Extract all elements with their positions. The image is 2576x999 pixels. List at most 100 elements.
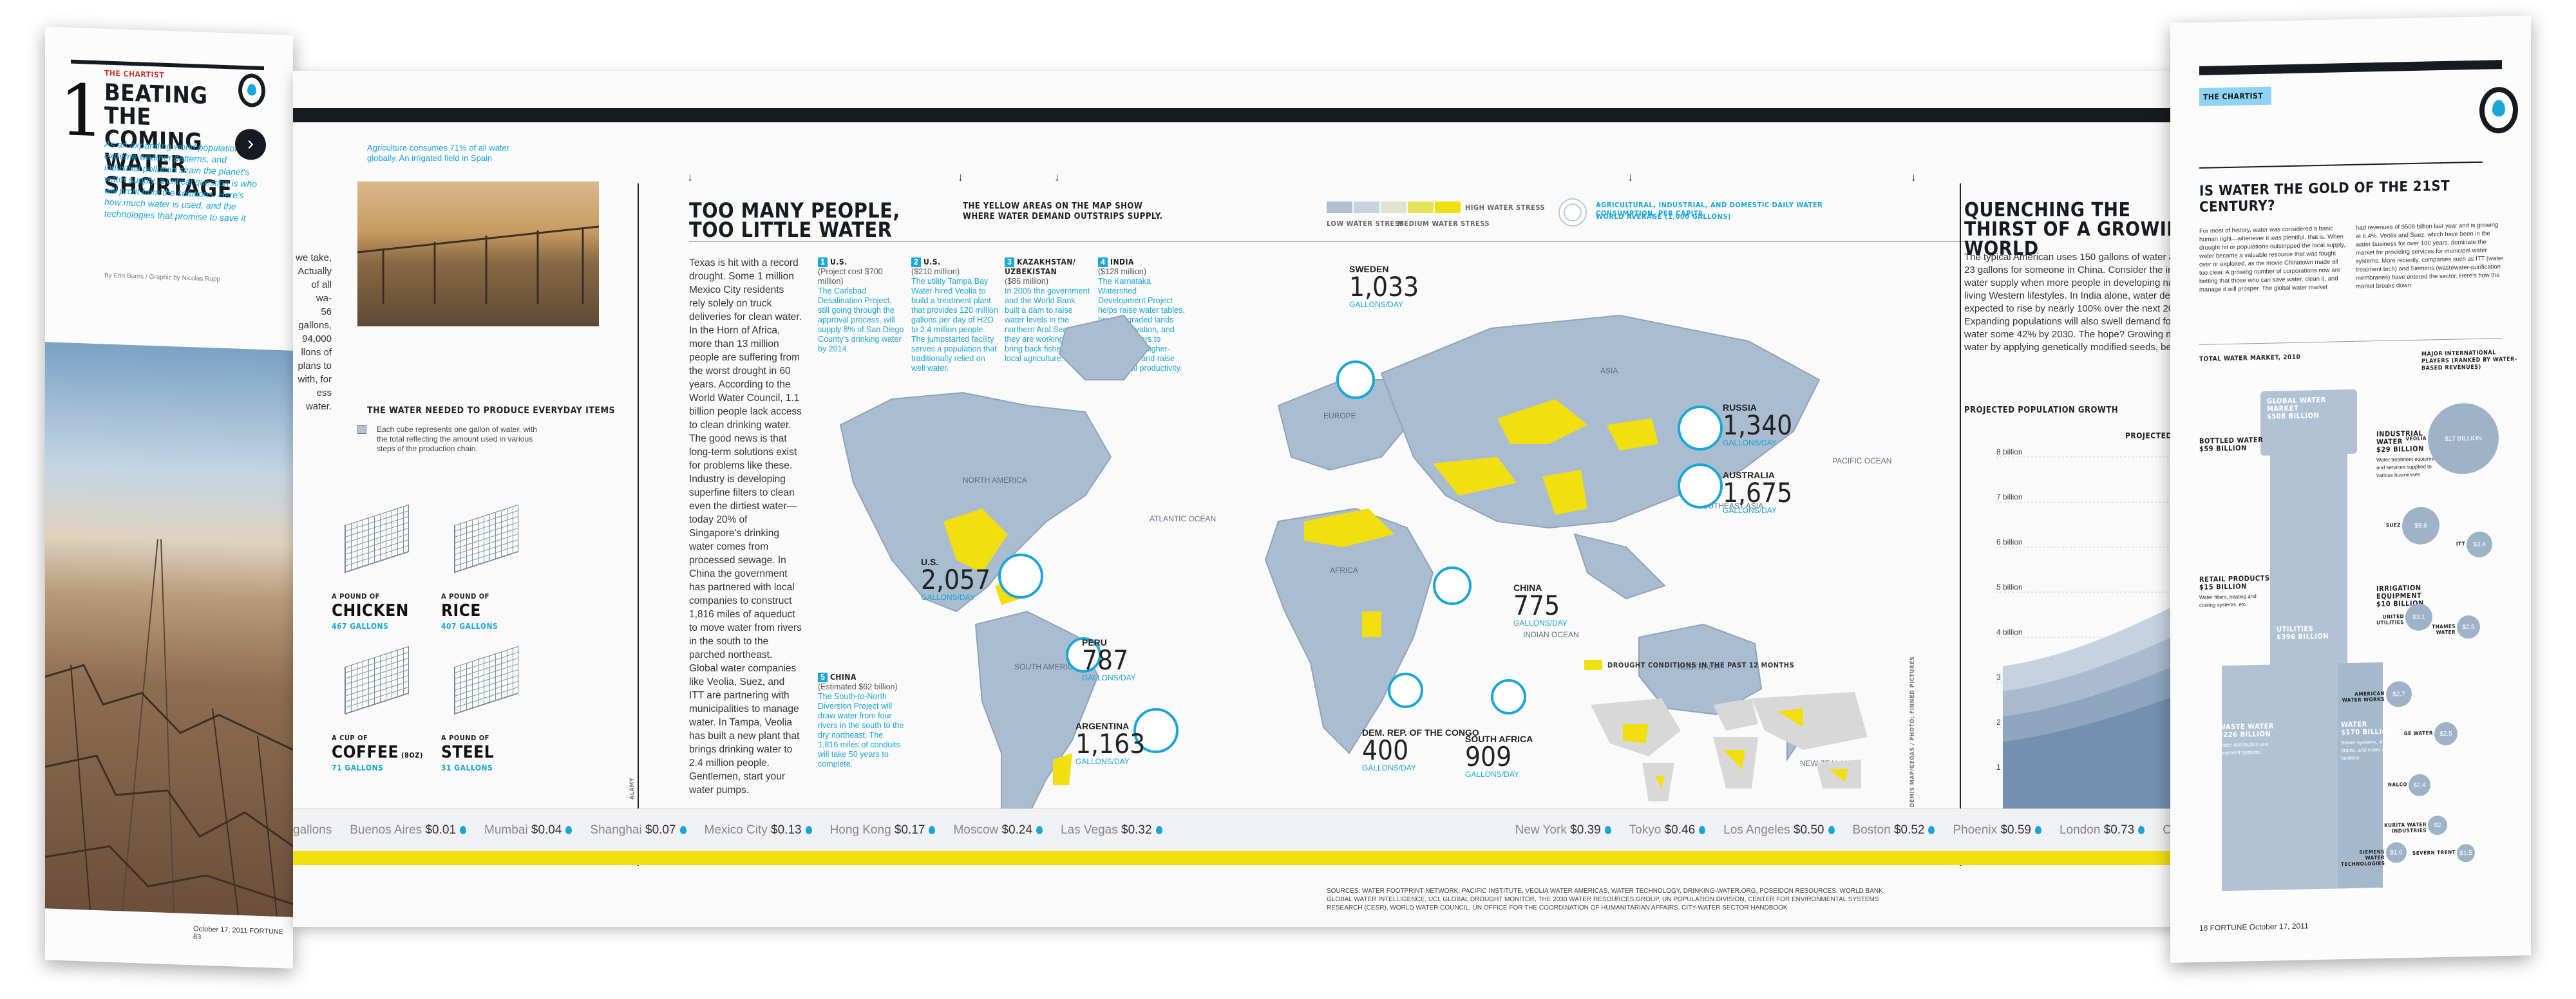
item-name-text: RICE <box>441 601 481 621</box>
drop-icon <box>247 84 256 96</box>
photo-credit-map: CHILE: DEMIS MAP/GEOAS / PHOTO: FINNED P… <box>1909 656 1917 831</box>
map-greenland <box>1058 314 1151 380</box>
item-gallons: 467 GALLONS <box>332 622 389 631</box>
city-price: $0.39 <box>1570 823 1601 837</box>
city-price: $0.50 <box>1793 823 1824 837</box>
items-chart-legend: Each cube represents one gallon of water… <box>377 425 537 453</box>
city-name: Moscow <box>953 823 999 837</box>
region-label-africa: AFRICA <box>1330 566 1358 575</box>
item-name-text: STEEL <box>441 743 495 762</box>
item-name-text: COFFEE <box>332 743 399 762</box>
player-name: THAMES WATER <box>2432 623 2456 636</box>
consumption-legend: AGRICULTURAL, INDUSTRIAL, AND DOMESTIC D… <box>1558 198 1855 230</box>
player-value: $2.4 <box>2413 781 2426 789</box>
player-value: $3.1 <box>2412 613 2425 621</box>
gallon-cubes <box>345 646 409 715</box>
player-name: NALCO <box>2387 781 2407 788</box>
player-name: ITT <box>2456 541 2465 547</box>
city-water-price: Phoenix $0.59 <box>1953 823 2041 837</box>
intro-fragment: of all wa- <box>311 279 332 304</box>
drought-inset: DROUGHT CONDITIONS IN THE PAST 12 MONTHS <box>1584 660 1893 814</box>
legend-rule <box>689 241 1984 242</box>
city-water-price: Mexico City $0.13 <box>705 823 812 837</box>
yellow-band <box>293 851 2260 865</box>
arrow-button[interactable]: › <box>235 128 266 161</box>
region-label-europe: EUROPE <box>1323 411 1356 420</box>
item-label: A POUND OF <box>441 734 489 742</box>
items-grid: A POUND OF CHICKEN 467 GALLONS A POUND OF RI… <box>293 451 602 863</box>
city-name: New York <box>1515 823 1567 837</box>
player-name: SIEMENS WATER TECHNOLOGIES <box>2341 848 2385 868</box>
main-headline: TOO MANY PEOPLE, TOO LITTLE WATER <box>689 198 900 242</box>
player-value: $1.5 <box>2459 849 2472 857</box>
item-label: A POUND OF <box>441 592 489 601</box>
city-price: $0.59 <box>2000 823 2031 837</box>
player-name: AMERICAN WATER WORKS <box>2342 690 2385 704</box>
irrigation-photo <box>357 182 600 326</box>
city-water-price: Hong Kong $0.17 <box>830 823 936 837</box>
city-water-price: Moscow $0.24 <box>953 823 1043 837</box>
city-name: London <box>2059 823 2101 837</box>
cover-footer: October 17, 2011 FORTUNE 83 <box>193 925 284 941</box>
right-headline: QUENCHING THE THIRST OF A GROWING WORLD <box>1964 199 2197 260</box>
city-name: gallons <box>293 823 332 837</box>
player-bubble: SEVERN TRENT $1.5 <box>2412 843 2475 863</box>
region-label-australia: AUSTRALIA <box>1678 662 1721 671</box>
world-average-label: WORLD AVERAGE (1,000 GALLONS) <box>1596 212 1731 221</box>
intro-fragment: ess water. <box>305 387 332 412</box>
intro-fragments: we take, Actually of all wa- 56 gallons, 94,… <box>293 251 332 413</box>
drought-map <box>1591 692 1868 801</box>
cover-byline: By Erin Burns / Graphic by Nicolas Rapp <box>104 272 221 283</box>
city-water-price: Shanghai $0.07 <box>590 823 687 837</box>
city-water-price: gallons <box>293 823 332 837</box>
city-price: $0.46 <box>1664 823 1696 837</box>
player-name: KURITA WATER INDUSTRIES <box>2384 821 2427 834</box>
player-bubble: SUEZ $9.9 <box>2386 507 2439 545</box>
gallon-cubes <box>454 504 518 574</box>
chevron-right-icon: › <box>247 133 254 154</box>
item-gallons: 31 GALLONS <box>441 763 493 772</box>
photo-credit-alamy: ALAMY <box>629 777 636 800</box>
player-bubble: SIEMENS WATER TECHNOLOGIES $1.6 <box>2341 842 2407 867</box>
region-label-indian: INDIAN OCEAN <box>1523 630 1579 639</box>
main-body-text: Texas is hit with a record drought. Some… <box>689 257 802 796</box>
player-value: $2.5 <box>2462 623 2475 631</box>
region-label-north-america: NORTH AMERICA <box>963 476 1027 485</box>
drop-icon <box>1036 825 1043 834</box>
water-drop-badge <box>238 73 265 108</box>
sources-text: SOURCES: WATER FOOTPRINT NETWORK, PACIFI… <box>1327 888 1885 911</box>
water-price-strip: gallons Buenos Aires $0.01 Mumbai $0.04 Sh… <box>293 808 2260 851</box>
item-gallons: 407 GALLONS <box>441 622 498 631</box>
city-price: $0.73 <box>2103 823 2135 837</box>
item-name-text: CHICKEN <box>332 601 409 621</box>
y-tick-label: 7 billion <box>1996 492 2023 501</box>
drop-icon <box>929 825 936 834</box>
player-value: $1.6 <box>2390 848 2403 857</box>
section-label: THE CHARTIST <box>104 68 165 80</box>
player-bubble: GE WATER $2.5 <box>2404 722 2458 746</box>
crack-pattern <box>45 539 293 917</box>
items-chart-title: THE WATER NEEDED TO PRODUCE EVERYDAY ITE… <box>367 406 616 416</box>
item-card: A POUND OF STEEL 31 GALLONS <box>441 644 544 772</box>
player-bubble: ITT $3.4 <box>2456 531 2492 558</box>
legend-high-label: HIGH WATER STRESS <box>1465 203 1546 212</box>
item-name: STEEL <box>441 743 494 762</box>
y-tick-label: 6 billion <box>1996 537 2023 546</box>
map-africa <box>1264 507 1434 754</box>
player-bubble: VEOLIA $17 BILLION <box>2406 402 2499 475</box>
map-asia <box>1380 314 1821 529</box>
intro-fragment: we take, <box>296 252 332 263</box>
player-value: $2.5 <box>2439 730 2452 738</box>
legend-cube <box>357 425 366 434</box>
right-body: The typical American uses 150 gallons of… <box>1964 252 2228 353</box>
main-subhead: THE YELLOW AREAS ON THE MAP SHOW WHERE W… <box>963 201 1163 221</box>
city-name: Boston <box>1852 823 1891 837</box>
center-spread: Agriculture consumes 71% of all water gl… <box>293 71 2260 927</box>
region-label-pacific: PACIFIC OCEAN <box>1832 456 1891 465</box>
city-price: $0.07 <box>645 823 676 837</box>
player-bubble: THAMES WATER $2.5 <box>2432 615 2480 639</box>
region-label-asia: ASIA <box>1600 366 1618 375</box>
drop-icon <box>679 825 687 834</box>
intro-fragment: plans to <box>298 360 332 371</box>
